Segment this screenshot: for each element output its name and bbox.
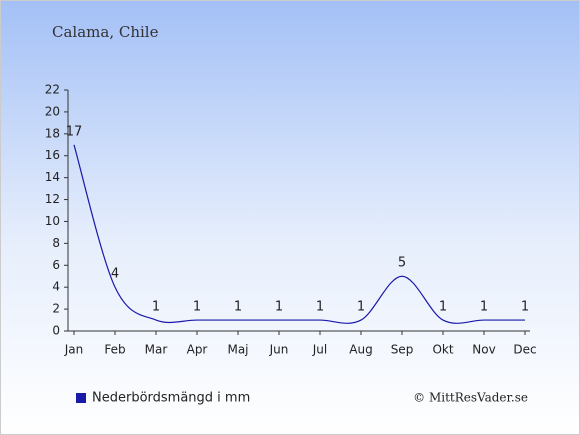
x-tick-label: Sep <box>391 343 414 357</box>
y-tick-label: 6 <box>52 258 60 272</box>
x-tick-label: Dec <box>513 343 536 357</box>
data-label: 1 <box>152 300 160 315</box>
data-label: 1 <box>234 300 242 315</box>
data-label: 1 <box>316 300 324 315</box>
credit: © MittResVader.se <box>413 391 528 405</box>
data-label: 4 <box>111 267 119 282</box>
y-tick-label: 10 <box>45 214 60 228</box>
data-label: 1 <box>357 300 365 315</box>
chart-title: Calama, Chile <box>52 23 159 41</box>
x-tick-label: Nov <box>472 343 495 357</box>
x-tick-label: Mar <box>145 343 168 357</box>
data-label: 1 <box>275 300 283 315</box>
y-tick-label: 2 <box>52 302 60 316</box>
line <box>73 144 525 324</box>
legend-label: Nederbördsmängd i mm <box>92 391 250 406</box>
data-label: 1 <box>521 300 529 315</box>
y-tick-label: 18 <box>45 126 60 140</box>
y-tick-label: 22 <box>45 83 60 97</box>
y-tick-label: 20 <box>45 104 60 118</box>
x-tick-label: Jan <box>64 343 84 357</box>
x-tick-label: Feb <box>104 343 125 357</box>
y-tick-label: 12 <box>45 192 60 206</box>
x-tick-label: Aug <box>349 343 372 357</box>
x-tick-label: Jun <box>269 343 289 357</box>
data-label: 1 <box>480 300 488 315</box>
data-label: 5 <box>398 256 406 271</box>
data-label: 17 <box>66 124 83 139</box>
legend-swatch <box>76 393 86 403</box>
x-tick-label: Apr <box>187 343 208 357</box>
y-tick-label: 0 <box>52 324 60 338</box>
x-tick-label: Jul <box>312 343 327 357</box>
x-tick-label: Okt <box>432 343 453 357</box>
data-label: 1 <box>439 300 447 315</box>
y-tick-label: 8 <box>52 236 60 250</box>
y-tick-label: 14 <box>45 170 60 184</box>
data-label: 1 <box>193 300 201 315</box>
y-tick-label: 4 <box>52 280 60 294</box>
x-tick-label: Maj <box>227 343 248 357</box>
y-tick-label: 16 <box>45 148 60 162</box>
